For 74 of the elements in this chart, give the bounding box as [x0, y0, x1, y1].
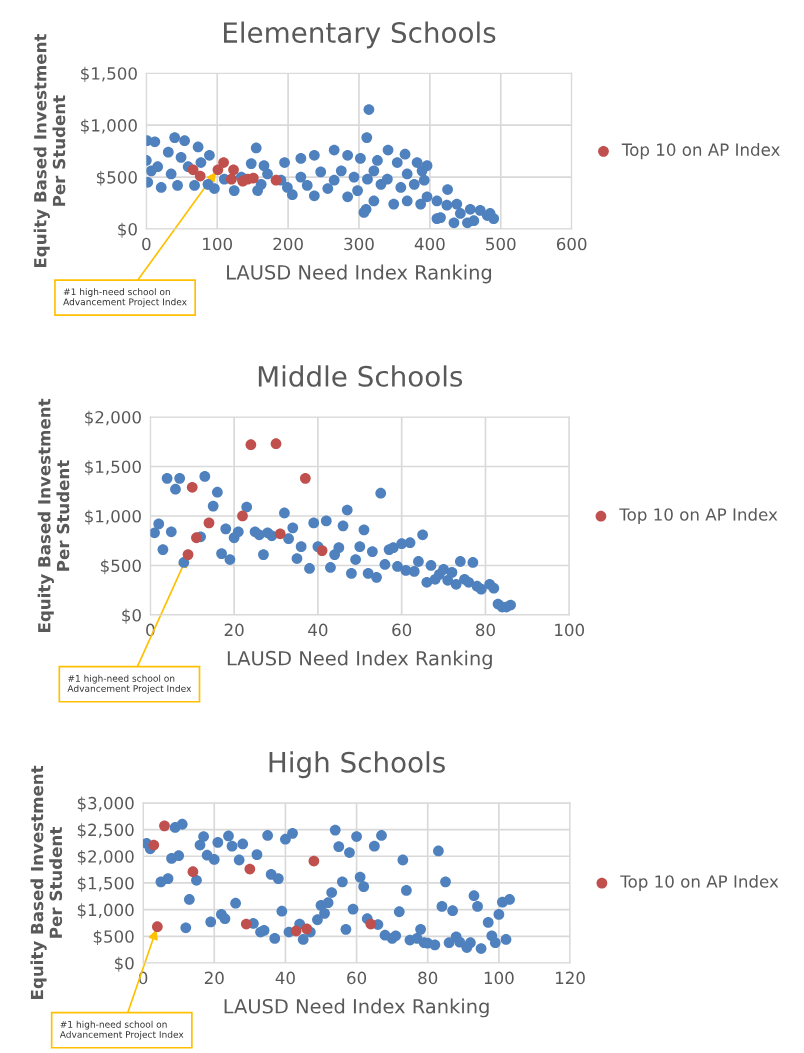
point: [218, 157, 229, 168]
point: [270, 438, 282, 450]
x-tick-label: 100: [555, 623, 585, 637]
point: [186, 481, 198, 493]
point: [203, 517, 215, 529]
x-tick-label: 0: [142, 237, 151, 251]
x-axis-title: LAUSD Need Index Ranking: [227, 264, 492, 284]
x-tick-label: 400: [414, 237, 445, 251]
point: [159, 820, 170, 832]
y-axis-title: Equity Based Investment Per Student: [33, 33, 66, 268]
annotation: #1 high-need school on Advancement Project Index: [67, 674, 192, 694]
legend-label: Top 10 on AP Index: [619, 507, 778, 525]
point: [237, 510, 248, 522]
chart-title: High Schools: [269, 751, 445, 779]
x-tick-label: 500: [486, 237, 516, 251]
point: [299, 472, 311, 484]
y-tick-label: $0: [122, 608, 141, 624]
point: [187, 164, 199, 176]
point: [148, 839, 160, 851]
annotation: #1 high-need school on Advancement Project Index: [63, 288, 187, 308]
x-tick-label: 80: [418, 971, 438, 985]
x-tick-label: 100: [484, 971, 514, 985]
y-tick-label: $1,000: [85, 509, 141, 525]
x-axis-title: LAUSD Need Index Ranking: [224, 998, 489, 1018]
point: [240, 918, 252, 930]
x-tick-label: 40: [275, 971, 295, 985]
x-tick-label: 120: [555, 971, 585, 985]
x-tick-label: 300: [344, 237, 374, 251]
x-tick-label: 60: [347, 971, 367, 985]
legend-label: Top 10 on AP Index: [620, 874, 779, 892]
x-tick-label: 600: [556, 237, 587, 251]
y-tick-label: $500: [96, 170, 137, 186]
point: [316, 545, 328, 556]
y-axis-title: Equity Based Investment Per Student: [30, 765, 63, 999]
point: [274, 528, 286, 540]
chart-title: Middle Schools: [258, 365, 463, 387]
y-tick-label: $2,000: [85, 410, 141, 426]
y-tick-label: $1,000: [81, 118, 137, 134]
point: [245, 439, 257, 451]
x-tick-label: 200: [273, 237, 303, 251]
point: [226, 173, 237, 185]
x-tick-label: 20: [204, 971, 224, 985]
point: [365, 918, 377, 930]
y-tick-label: $1,000: [77, 903, 134, 919]
y-tick-label: $500: [93, 929, 134, 946]
y-tick-label: $1,500: [85, 460, 141, 476]
x-axis-title: LAUSD Need Index Ranking: [227, 650, 492, 670]
y-tick-label: $1,500: [77, 876, 134, 892]
x-tick-label: 40: [308, 623, 328, 637]
y-tick-label: $3,000: [77, 796, 134, 812]
y-tick-label: $2,500: [77, 823, 134, 839]
point: [270, 174, 282, 186]
point: [187, 866, 199, 878]
y-axis-title: Equity Based Investment Per Student: [37, 398, 70, 632]
y-tick-label: $0: [118, 222, 137, 238]
point: [308, 855, 320, 867]
point: [151, 921, 163, 933]
annotation: #1 high-need school on Advancement Project Index: [59, 1020, 184, 1040]
x-tick-label: 60: [392, 623, 412, 637]
y-tick-label: $500: [100, 559, 141, 575]
x-tick-label: 100: [203, 237, 233, 251]
point: [290, 925, 302, 937]
x-tick-label: 20: [224, 623, 244, 637]
point: [244, 863, 256, 875]
legend-label: Top 10 on AP Index: [621, 143, 780, 160]
point: [194, 170, 206, 182]
point: [191, 532, 202, 544]
x-tick-label: 80: [475, 623, 495, 637]
y-tick-label: $0: [114, 956, 134, 972]
point: [228, 164, 239, 176]
chart-title: Elementary Schools: [224, 21, 496, 49]
y-tick-label: $2,000: [77, 849, 134, 866]
y-tick-label: $1,500: [81, 66, 137, 82]
point: [182, 549, 194, 560]
